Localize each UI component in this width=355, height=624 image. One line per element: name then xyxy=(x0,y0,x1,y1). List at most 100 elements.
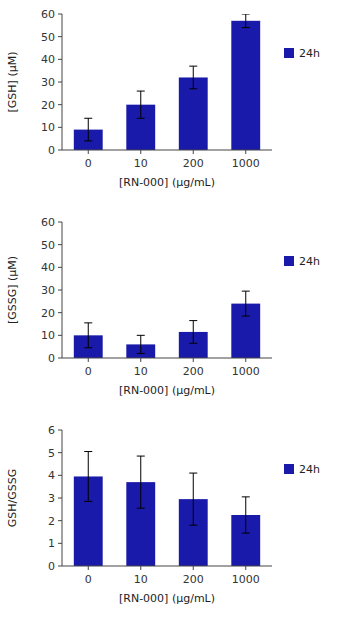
y-tick xyxy=(58,267,62,268)
x-tick-label: 10 xyxy=(134,365,148,378)
y-tick xyxy=(58,312,62,313)
error-line xyxy=(193,321,194,344)
x-tick xyxy=(88,566,89,570)
marks xyxy=(74,452,260,566)
panel: 01020304050600102001000[RN-000] (μg/mL)[… xyxy=(6,216,320,397)
y-tick xyxy=(58,59,62,60)
y-tick xyxy=(58,127,62,128)
y-axis-label: [GSSG] (μM) xyxy=(6,256,19,324)
y-tick xyxy=(58,452,62,453)
error-bar xyxy=(137,335,145,353)
y-tick xyxy=(58,358,62,359)
y-tick xyxy=(58,222,62,223)
y-tick xyxy=(58,498,62,499)
error-line xyxy=(245,497,246,533)
error-cap xyxy=(84,322,92,323)
error-cap xyxy=(84,451,92,452)
x-tick-label: 0 xyxy=(85,157,92,170)
y-tick-label: 2 xyxy=(48,515,55,528)
x-axis-label: [RN-000] (μg/mL) xyxy=(119,592,215,605)
x-tick xyxy=(245,358,246,362)
legend-label: 24h xyxy=(299,255,320,268)
marks xyxy=(74,291,260,358)
error-bar xyxy=(137,456,145,508)
figure: 01020304050600102001000[RN-000] (μg/mL)[… xyxy=(0,0,355,624)
y-tick-label: 40 xyxy=(41,53,55,66)
y-tick-label: 10 xyxy=(41,121,55,134)
error-cap xyxy=(189,66,197,67)
bar xyxy=(231,21,260,150)
bar xyxy=(179,77,208,150)
y-tick xyxy=(58,335,62,336)
error-cap xyxy=(242,291,250,292)
error-cap xyxy=(84,140,92,141)
y-axis-label: [GSH] (μM) xyxy=(6,52,19,113)
y-tick xyxy=(58,104,62,105)
error-cap xyxy=(242,533,250,534)
error-bar xyxy=(137,91,145,118)
legend-swatch xyxy=(284,256,294,266)
error-line xyxy=(88,452,89,502)
legend-item: 24h xyxy=(284,255,320,268)
error-cap xyxy=(84,118,92,119)
y-tick xyxy=(58,430,62,431)
legend-item: 24h xyxy=(284,463,320,476)
x-tick-label: 1000 xyxy=(232,573,260,586)
x-axis-label: [RN-000] (μg/mL) xyxy=(119,176,215,189)
y-axis-label: GSH/GSSG xyxy=(6,469,19,528)
error-line xyxy=(140,335,141,353)
x-tick xyxy=(88,150,89,154)
error-cap xyxy=(189,473,197,474)
error-bar xyxy=(84,118,92,141)
error-cap xyxy=(242,496,250,497)
y-tick-label: 60 xyxy=(41,8,55,21)
y-tick xyxy=(58,475,62,476)
y-tick-label: 50 xyxy=(41,239,55,252)
error-cap xyxy=(137,508,145,509)
y-tick-label: 60 xyxy=(41,216,55,229)
y-tick xyxy=(58,82,62,83)
error-bar xyxy=(84,323,92,348)
error-line xyxy=(140,456,141,508)
error-cap xyxy=(137,91,145,92)
x-tick-label: 200 xyxy=(183,365,204,378)
x-tick-label: 1000 xyxy=(232,365,260,378)
x-tick xyxy=(245,566,246,570)
error-line xyxy=(140,91,141,118)
x-tick-label: 0 xyxy=(85,573,92,586)
y-tick xyxy=(58,543,62,544)
x-tick xyxy=(140,566,141,570)
x-tick xyxy=(193,566,194,570)
error-bar xyxy=(189,321,197,344)
error-cap xyxy=(84,347,92,348)
x-axis xyxy=(62,566,272,567)
error-cap xyxy=(84,501,92,502)
y-tick-label: 3 xyxy=(48,492,55,505)
error-cap xyxy=(137,353,145,354)
error-cap xyxy=(189,343,197,344)
x-tick-label: 0 xyxy=(85,365,92,378)
y-tick-label: 20 xyxy=(41,99,55,112)
y-tick-label: 4 xyxy=(48,469,55,482)
error-cap xyxy=(137,456,145,457)
error-bar xyxy=(242,497,250,533)
y-tick xyxy=(58,150,62,151)
x-tick xyxy=(140,358,141,362)
x-axis-label: [RN-000] (μg/mL) xyxy=(119,384,215,397)
y-tick xyxy=(58,244,62,245)
y-tick-label: 5 xyxy=(48,447,55,460)
panel: 01234560102001000[RN-000] (μg/mL)GSH/GSS… xyxy=(6,424,320,605)
error-line xyxy=(245,14,246,28)
y-tick xyxy=(58,290,62,291)
x-tick-label: 200 xyxy=(183,573,204,586)
y-tick-label: 30 xyxy=(41,284,55,297)
x-tick xyxy=(193,150,194,154)
error-cap xyxy=(189,525,197,526)
x-tick-label: 1000 xyxy=(232,157,260,170)
marks xyxy=(74,14,260,150)
y-tick-label: 40 xyxy=(41,261,55,274)
y-tick-label: 0 xyxy=(48,560,55,573)
x-tick xyxy=(193,358,194,362)
x-tick-label: 10 xyxy=(134,157,148,170)
error-line xyxy=(193,473,194,525)
